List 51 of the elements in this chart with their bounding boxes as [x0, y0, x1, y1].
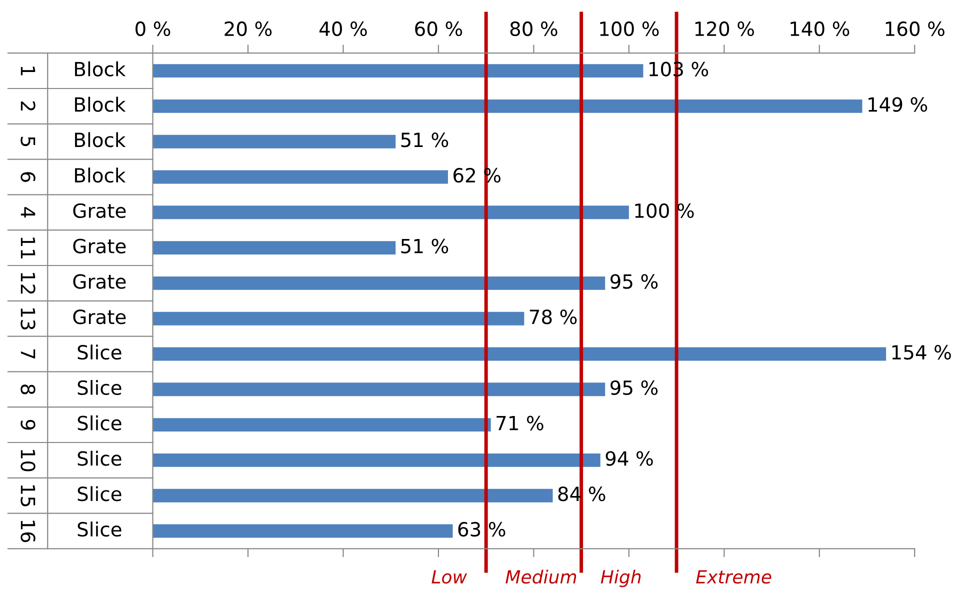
data-label: 94 %	[606, 451, 653, 466]
category-label: 10 Slice	[20, 450, 122, 472]
text: Low	[432, 570, 468, 584]
data-label: 51 %	[401, 238, 448, 254]
bar	[152, 488, 553, 502]
data-label: 95 %	[610, 380, 658, 396]
x-tick-label: 80 %	[510, 21, 558, 36]
category-label: 7 Slice	[20, 344, 122, 360]
x-tick-label: 120 %	[695, 21, 754, 36]
category-label: 13 Grate	[20, 308, 126, 330]
bar	[152, 382, 606, 396]
x-tick-label: 0 %	[136, 21, 170, 36]
bar	[152, 134, 396, 148]
data-label: 51 %	[401, 132, 448, 148]
category-label: 11 Grate	[20, 238, 126, 258]
bar	[152, 99, 862, 113]
bar	[152, 64, 644, 78]
bar	[152, 347, 886, 361]
data-label: 149 %	[868, 97, 928, 112]
x-tick-label: 140 %	[790, 21, 850, 36]
bar	[152, 453, 600, 467]
text: High	[600, 570, 641, 588]
text: Extreme	[696, 570, 772, 584]
category-label: 2 Block	[20, 96, 126, 112]
category-label: 15 Slice	[20, 485, 122, 506]
x-tick-label: 20 %	[224, 21, 272, 36]
text: Medium	[506, 570, 576, 584]
bar	[152, 276, 606, 290]
bar	[152, 206, 629, 220]
x-tick-label: 100 %	[600, 21, 659, 36]
category-label: 9 Slice	[20, 415, 122, 430]
x-tick-label: 40 %	[319, 21, 367, 36]
x-tick-label: 160 %	[886, 21, 944, 36]
data-label: 71 %	[496, 416, 544, 430]
category-label: 6 Block	[20, 168, 126, 183]
category-label: 16 Slice	[20, 520, 122, 542]
category-label: 1 Block	[20, 61, 126, 76]
category-label: 12 Grate	[20, 272, 126, 294]
bar	[152, 241, 396, 255]
data-label: 63 %	[458, 522, 506, 537]
category-label: 8 Slice	[20, 380, 122, 396]
bar	[152, 312, 524, 326]
bar	[152, 524, 453, 538]
bar	[152, 170, 448, 184]
x-tick-label: 60 %	[415, 21, 462, 36]
category-label: 5 Block	[20, 132, 126, 148]
category-label: 4 Grate	[20, 203, 126, 218]
bar	[152, 418, 491, 432]
data-label: 154 %	[892, 344, 951, 360]
data-label: 78 %	[530, 310, 577, 324]
data-label: 95 %	[610, 274, 658, 289]
